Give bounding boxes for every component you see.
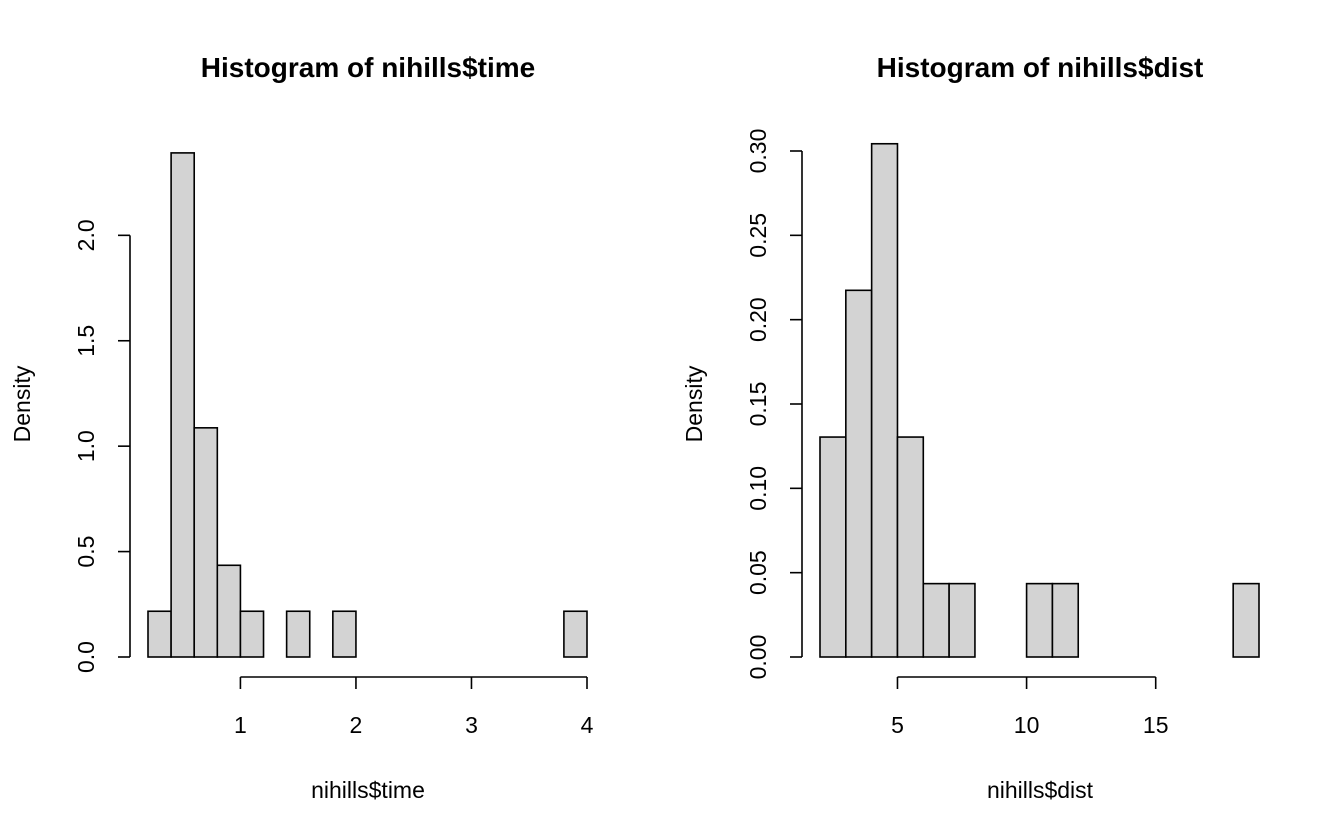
time-bar: [285, 610, 311, 658]
time-y-axis-label: Density: [9, 365, 35, 442]
dist-histogram-title: Histogram of nihills$dist: [877, 52, 1204, 83]
dist-x-tick-label: 15: [1143, 712, 1169, 738]
dist-bar: [845, 289, 873, 658]
dist-bar: [1232, 582, 1260, 658]
time-x-tick-label: 2: [350, 712, 363, 738]
dist-y-tick-label: 0.05: [745, 550, 771, 595]
time-bar: [239, 610, 265, 658]
dist-bar: [948, 582, 976, 658]
time-y-tick-label: 1.5: [73, 325, 99, 357]
time-x-tick-label: 4: [581, 712, 594, 738]
dist-y-tick-label: 0.25: [745, 213, 771, 258]
dist-y-axis-label: Density: [681, 365, 707, 442]
time-bar: [147, 610, 172, 658]
time-bar: [193, 427, 219, 658]
dist-bar: [922, 582, 950, 658]
dist-bar: [1051, 582, 1080, 658]
dist-x-axis-label: nihills$dist: [987, 777, 1094, 803]
time-bar: [170, 152, 196, 658]
time-bar: [332, 610, 357, 658]
time-x-axis-label: nihills$time: [311, 777, 425, 803]
time-y-tick-label: 2.0: [73, 219, 99, 251]
time-x-axis: 1 2 3 4: [234, 676, 594, 738]
time-bar: [563, 610, 588, 658]
dist-y-tick-label: 0.20: [745, 297, 771, 342]
dist-bar: [896, 436, 925, 658]
dist-y-tick-label: 0.10: [745, 466, 771, 511]
time-y-tick-label: 0.0: [73, 641, 99, 673]
time-histogram-panel: Histogram of nihills$time nihills$time D…: [9, 52, 594, 803]
dist-x-tick-label: 5: [891, 712, 904, 738]
time-bar: [216, 564, 242, 658]
time-y-tick-label: 1.0: [73, 430, 99, 462]
time-histogram-title: Histogram of nihills$time: [201, 52, 536, 83]
dist-y-axis: 0.00 0.05 0.10 0.15 0.20 0.25 0.30: [745, 129, 803, 680]
dist-y-tick-label: 0.15: [745, 382, 771, 427]
dist-x-tick-label: 10: [1014, 712, 1040, 738]
time-x-tick-label: 1: [234, 712, 247, 738]
time-bars: [147, 152, 588, 658]
dist-y-tick-label: 0.30: [745, 129, 771, 174]
dist-histogram-panel: Histogram of nihills$dist nihills$dist D…: [681, 52, 1260, 803]
time-y-axis: 0.0 0.5 1.0 1.5 2.0: [73, 219, 131, 673]
dist-bar: [819, 436, 847, 658]
dist-bar: [870, 142, 899, 658]
dist-bar: [1025, 582, 1054, 658]
dist-y-tick-label: 0.00: [745, 635, 771, 680]
time-x-tick-label: 3: [465, 712, 478, 738]
dist-x-axis: 5 10 15: [891, 676, 1169, 738]
time-y-tick-label: 0.5: [73, 536, 99, 568]
dist-bars: [819, 142, 1260, 658]
